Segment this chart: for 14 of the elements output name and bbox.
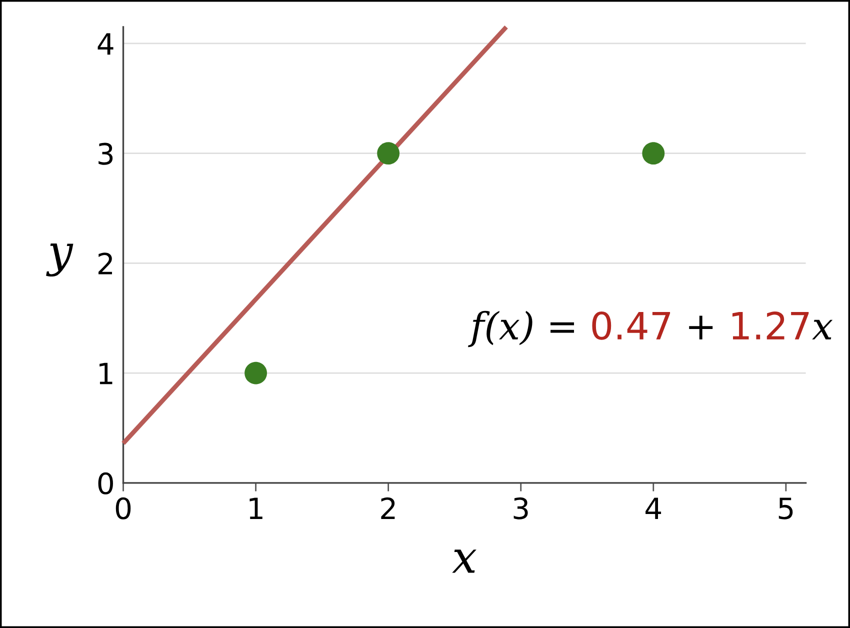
y-tick-label: 4 (98, 33, 114, 55)
x-tick-label: 4 (646, 498, 662, 519)
x-tick-label: 3 (514, 497, 528, 520)
y-axis-title: y (46, 244, 74, 276)
y-tick-label: 0 (98, 472, 113, 494)
y-tick-label: 1 (100, 362, 112, 384)
annotation: f(x) = 0.47 + 1.27x (468, 310, 833, 348)
x-tick-label: 1 (250, 498, 262, 519)
y-tick-label: 3 (98, 142, 113, 165)
x-tick-label: 5 (778, 498, 793, 520)
y-tick-label: 2 (98, 252, 112, 274)
x-tick-label: 0 (116, 497, 131, 520)
x-axis-title: x (452, 550, 476, 573)
x-tick-label: 2 (381, 497, 395, 519)
